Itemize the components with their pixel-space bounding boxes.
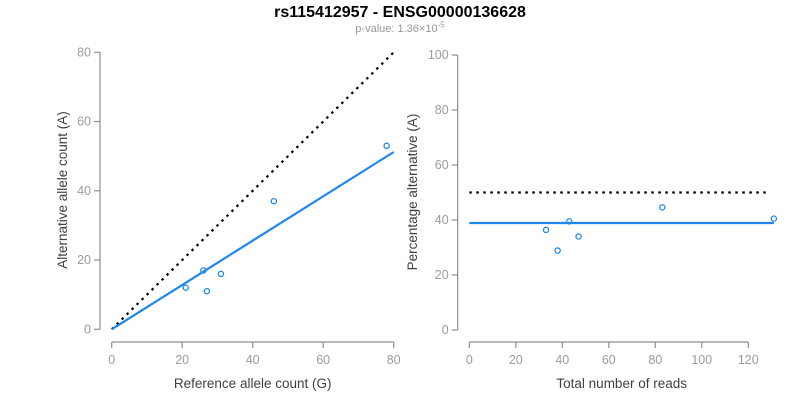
- x-tick-label: 100: [691, 353, 712, 367]
- y-axis-title: Percentage alternative (A): [405, 114, 420, 271]
- data-point: [659, 204, 666, 211]
- x-tick-label: 80: [387, 353, 401, 367]
- y-tick-label: 100: [428, 48, 449, 62]
- p-value-exponent: -5: [437, 20, 445, 30]
- chart-title: rs115412957 - ENSG00000136628: [274, 4, 526, 21]
- data-point: [542, 226, 550, 234]
- p-value-text: p-value: 1.36×10: [355, 23, 438, 35]
- x-tick-label: 60: [602, 353, 616, 367]
- y-tick-label: 20: [77, 253, 91, 267]
- x-tick-label: 40: [246, 353, 260, 367]
- data-point: [566, 218, 573, 225]
- y-tick-label: 80: [435, 103, 449, 117]
- x-tick-label: 20: [509, 353, 523, 367]
- x-tick-label: 20: [175, 353, 189, 367]
- identity-line: [110, 51, 395, 331]
- y-tick-label: 60: [435, 158, 449, 172]
- allele-counts-plot: 0 20 40 60 80 0 20 40 60 80 Reference allele count…: [55, 45, 401, 391]
- x-axis-title: Total number of reads: [556, 376, 687, 391]
- data-point: [383, 142, 390, 150]
- x-tick-label: 120: [738, 353, 759, 367]
- x-tick-label: 0: [466, 353, 473, 367]
- data-point: [770, 215, 778, 222]
- x-tick-label: 40: [555, 353, 569, 367]
- x-axis-title: Reference allele count (G): [174, 376, 332, 391]
- p-value-label: p-value: 1.36×10-5: [0, 20, 800, 35]
- data-point: [200, 267, 207, 274]
- data-point: [217, 270, 225, 278]
- y-tick-label: 20: [435, 268, 449, 282]
- regression-line: [111, 151, 395, 331]
- y-tick-label: 0: [442, 323, 449, 337]
- y-tick-label: 40: [77, 184, 91, 198]
- y-axis-title: Alternative allele count (A): [55, 111, 70, 269]
- y-tick-label: 40: [435, 213, 449, 227]
- data-point: [554, 247, 561, 254]
- x-tick-label: 60: [316, 353, 330, 367]
- x-tick-label: 80: [648, 353, 662, 367]
- data-point: [182, 284, 189, 291]
- data-point: [575, 233, 582, 240]
- data-point: [270, 197, 278, 205]
- y-tick-label: 80: [77, 45, 91, 59]
- percentage-reads-plot: 0 20 40 60 80 100 0 20 40 60 80 100 120 Total number …: [405, 48, 778, 391]
- x-tick-label: 0: [108, 353, 115, 367]
- data-point: [203, 287, 211, 295]
- y-tick-label: 0: [84, 322, 91, 336]
- y-tick-label: 60: [77, 115, 91, 129]
